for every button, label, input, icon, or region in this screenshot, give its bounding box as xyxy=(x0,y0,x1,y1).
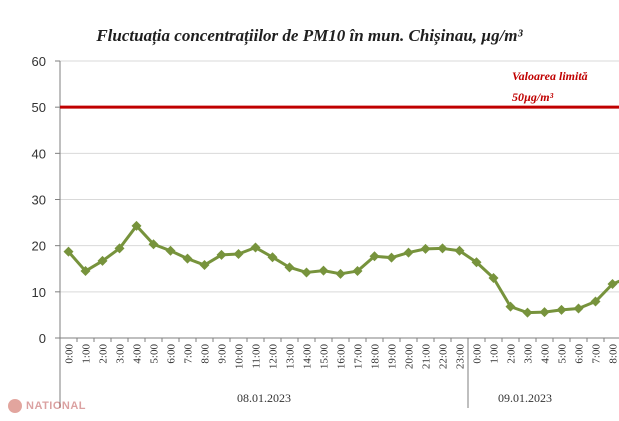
x-tick-label: 8:00 xyxy=(200,344,212,364)
data-point xyxy=(488,272,499,283)
data-point xyxy=(250,242,261,253)
data-point xyxy=(216,249,227,260)
data-point xyxy=(573,303,584,314)
data-point xyxy=(131,220,142,231)
x-tick-label: 12:00 xyxy=(268,344,280,370)
limit-line-group: Valoarea limită 50µg/m³ xyxy=(60,69,619,109)
y-axis-ticks: 0 10 20 30 40 50 60 xyxy=(32,54,46,346)
x-tick-label: 9:00 xyxy=(217,344,229,364)
chart-title: Fluctuația concentrațiilor de PM10 în mu… xyxy=(96,26,523,45)
data-point xyxy=(335,268,346,279)
y-tick-label: 0 xyxy=(39,331,46,346)
x-tick-label: 6:00 xyxy=(574,344,586,364)
date-groups: 08.01.2023 09.01.2023 xyxy=(59,342,552,408)
y-tick-label: 60 xyxy=(32,54,46,69)
x-tick-label: 0:00 xyxy=(64,344,76,364)
x-tick-label: 18:00 xyxy=(370,344,382,370)
series-line xyxy=(67,224,619,315)
data-point xyxy=(505,301,516,312)
data-point xyxy=(386,252,397,263)
data-point xyxy=(284,262,295,273)
date-group-label: 08.01.2023 xyxy=(237,391,291,405)
x-tick-label: 14:00 xyxy=(302,344,314,370)
x-tick-label: 4:00 xyxy=(540,344,552,364)
data-point xyxy=(114,243,125,254)
data-point xyxy=(403,247,414,258)
data-point xyxy=(165,245,176,256)
y-tick-label: 40 xyxy=(32,146,46,161)
series-pm10 xyxy=(63,220,619,318)
data-point xyxy=(420,243,431,254)
data-point xyxy=(539,307,550,318)
y-tick-label: 50 xyxy=(32,100,46,115)
national-logo-icon xyxy=(8,399,22,413)
data-point xyxy=(199,260,210,271)
x-tick-label: 2:00 xyxy=(506,344,518,364)
data-point xyxy=(148,239,159,250)
x-tick-label: 10:00 xyxy=(234,344,246,370)
data-point xyxy=(556,304,567,315)
data-point xyxy=(233,248,244,259)
data-point xyxy=(318,265,329,276)
x-tick-label: 1:00 xyxy=(489,344,501,364)
x-tick-label: 3:00 xyxy=(523,344,535,364)
data-point xyxy=(437,243,448,254)
date-group-label: 09.01.2023 xyxy=(498,391,552,405)
y-tick-label: 30 xyxy=(32,193,46,208)
x-tick-label: 5:00 xyxy=(557,344,569,364)
x-tick-label: 8:00 xyxy=(608,344,619,364)
x-tick-label: 2:00 xyxy=(98,344,110,364)
x-axis-ticks: 0:00 1:00 2:00 3:00 4:00 5:00 6:00 7:00 8:00 9:00… xyxy=(59,338,619,370)
x-tick-label: 6:00 xyxy=(166,344,178,364)
x-tick-label: 17:00 xyxy=(353,344,365,370)
x-tick-label: 4:00 xyxy=(132,344,144,364)
x-tick-label: 21:00 xyxy=(421,344,433,370)
x-tick-label: 5:00 xyxy=(149,344,161,364)
data-point xyxy=(607,278,618,289)
x-tick-label: 20:00 xyxy=(404,344,416,370)
y-tick-label: 10 xyxy=(32,285,46,300)
limit-label-line1: Valoarea limită xyxy=(512,69,588,83)
x-tick-label: 22:00 xyxy=(438,344,450,370)
data-point xyxy=(369,251,380,262)
data-point xyxy=(182,253,193,264)
data-point xyxy=(471,257,482,268)
data-point xyxy=(522,307,533,318)
x-tick-label: 1:00 xyxy=(81,344,93,364)
x-tick-label: 0:00 xyxy=(472,344,484,364)
x-tick-label: 19:00 xyxy=(387,344,399,370)
x-tick-label: 13:00 xyxy=(285,344,297,370)
watermark-text: NATIONAL xyxy=(26,400,87,412)
y-tick-label: 20 xyxy=(32,239,46,254)
x-tick-label: 7:00 xyxy=(183,344,195,364)
x-tick-label: 15:00 xyxy=(319,344,331,370)
x-tick-label: 16:00 xyxy=(336,344,348,370)
limit-label-line2: 50µg/m³ xyxy=(512,90,554,104)
x-tick-label: 7:00 xyxy=(591,344,603,364)
x-tick-label: 11:00 xyxy=(251,344,263,369)
data-point xyxy=(63,246,74,257)
watermark-logo: NATIONAL xyxy=(8,399,86,413)
data-point xyxy=(301,267,312,278)
data-point xyxy=(97,255,108,266)
data-point xyxy=(80,266,91,277)
x-tick-label: 3:00 xyxy=(115,344,127,364)
x-tick-label: 23:00 xyxy=(455,344,467,370)
data-point xyxy=(590,296,601,307)
data-point xyxy=(267,252,278,263)
data-point xyxy=(454,245,465,256)
data-point xyxy=(352,266,363,277)
